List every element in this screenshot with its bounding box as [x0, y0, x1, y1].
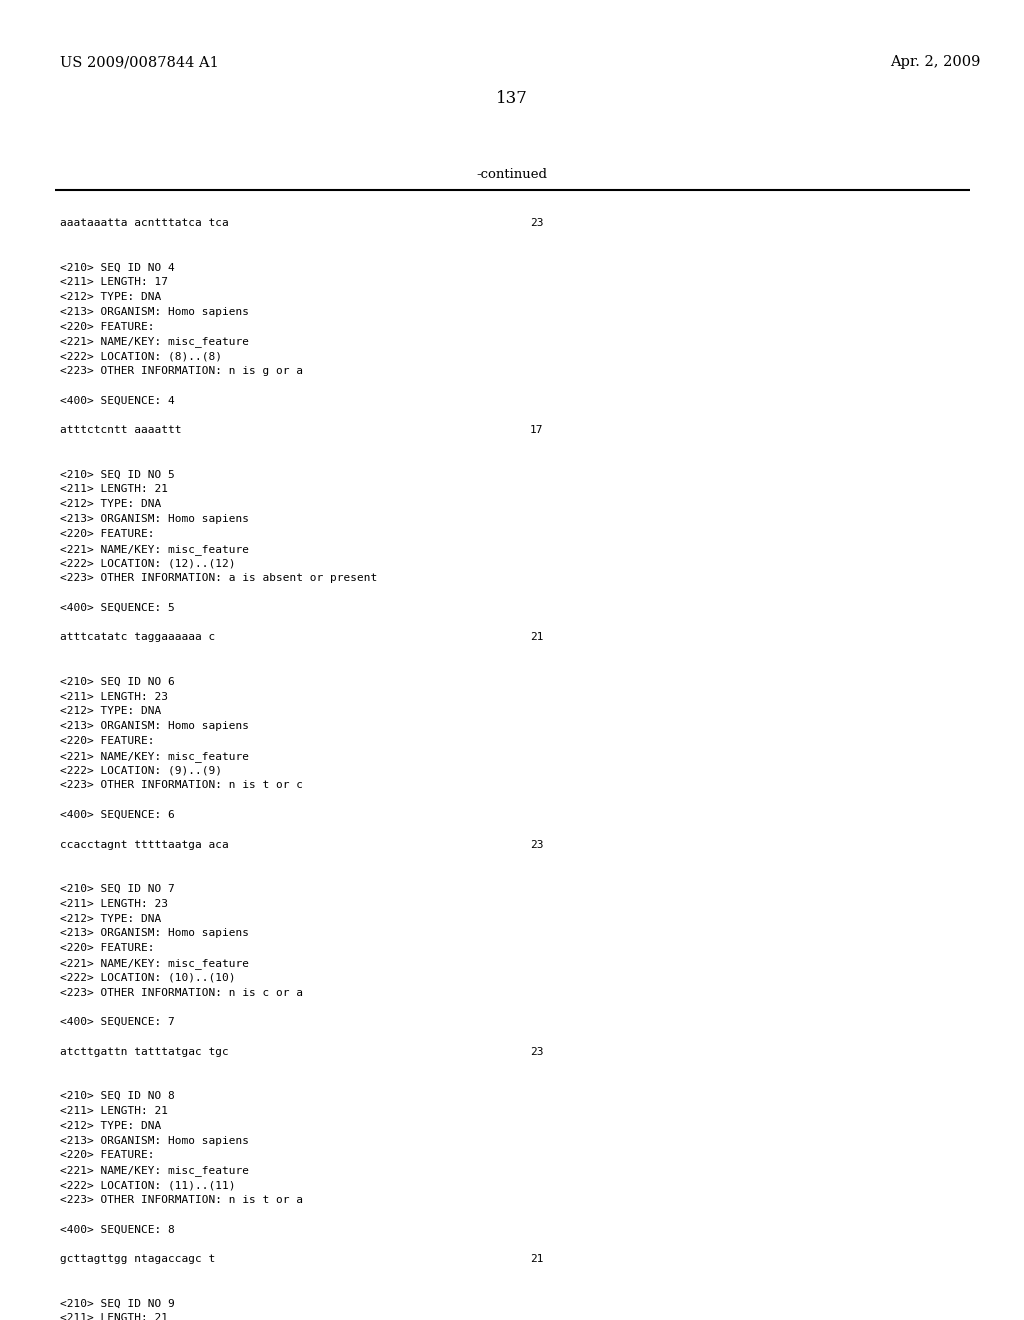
Text: <212> TYPE: DNA: <212> TYPE: DNA: [60, 499, 161, 510]
Text: <223> OTHER INFORMATION: n is t or c: <223> OTHER INFORMATION: n is t or c: [60, 780, 303, 791]
Text: <400> SEQUENCE: 8: <400> SEQUENCE: 8: [60, 1225, 175, 1234]
Text: <220> FEATURE:: <220> FEATURE:: [60, 1151, 155, 1160]
Text: <210> SEQ ID NO 8: <210> SEQ ID NO 8: [60, 1092, 175, 1101]
Text: <221> NAME/KEY: misc_feature: <221> NAME/KEY: misc_feature: [60, 751, 249, 762]
Text: <222> LOCATION: (8)..(8): <222> LOCATION: (8)..(8): [60, 351, 222, 362]
Text: <221> NAME/KEY: misc_feature: <221> NAME/KEY: misc_feature: [60, 958, 249, 969]
Text: <400> SEQUENCE: 5: <400> SEQUENCE: 5: [60, 603, 175, 612]
Text: <223> OTHER INFORMATION: n is g or a: <223> OTHER INFORMATION: n is g or a: [60, 366, 303, 376]
Text: atttctcntt aaaattt: atttctcntt aaaattt: [60, 425, 181, 436]
Text: 21: 21: [530, 632, 544, 643]
Text: <213> ORGANISM: Homo sapiens: <213> ORGANISM: Homo sapiens: [60, 928, 249, 939]
Text: <211> LENGTH: 23: <211> LENGTH: 23: [60, 899, 168, 908]
Text: <212> TYPE: DNA: <212> TYPE: DNA: [60, 706, 161, 717]
Text: <210> SEQ ID NO 6: <210> SEQ ID NO 6: [60, 677, 175, 686]
Text: <222> LOCATION: (10)..(10): <222> LOCATION: (10)..(10): [60, 973, 236, 983]
Text: <220> FEATURE:: <220> FEATURE:: [60, 322, 155, 331]
Text: <211> LENGTH: 17: <211> LENGTH: 17: [60, 277, 168, 288]
Text: <211> LENGTH: 21: <211> LENGTH: 21: [60, 1106, 168, 1115]
Text: aaataaatta acntttatca tca: aaataaatta acntttatca tca: [60, 218, 228, 228]
Text: <211> LENGTH: 23: <211> LENGTH: 23: [60, 692, 168, 702]
Text: <213> ORGANISM: Homo sapiens: <213> ORGANISM: Homo sapiens: [60, 1135, 249, 1146]
Text: <212> TYPE: DNA: <212> TYPE: DNA: [60, 292, 161, 302]
Text: Apr. 2, 2009: Apr. 2, 2009: [890, 55, 980, 69]
Text: <221> NAME/KEY: misc_feature: <221> NAME/KEY: misc_feature: [60, 1166, 249, 1176]
Text: <211> LENGTH: 21: <211> LENGTH: 21: [60, 1313, 168, 1320]
Text: 23: 23: [530, 218, 544, 228]
Text: atcttgattn tatttatgac tgc: atcttgattn tatttatgac tgc: [60, 1047, 228, 1057]
Text: <220> FEATURE:: <220> FEATURE:: [60, 944, 155, 953]
Text: gcttagttgg ntagaccagc t: gcttagttgg ntagaccagc t: [60, 1254, 215, 1265]
Text: 137: 137: [496, 90, 528, 107]
Text: ccacctagnt tttttaatga aca: ccacctagnt tttttaatga aca: [60, 840, 228, 850]
Text: <210> SEQ ID NO 9: <210> SEQ ID NO 9: [60, 1299, 175, 1308]
Text: <221> NAME/KEY: misc_feature: <221> NAME/KEY: misc_feature: [60, 337, 249, 347]
Text: <210> SEQ ID NO 7: <210> SEQ ID NO 7: [60, 884, 175, 894]
Text: <222> LOCATION: (12)..(12): <222> LOCATION: (12)..(12): [60, 558, 236, 569]
Text: <213> ORGANISM: Homo sapiens: <213> ORGANISM: Homo sapiens: [60, 306, 249, 317]
Text: US 2009/0087844 A1: US 2009/0087844 A1: [60, 55, 219, 69]
Text: <213> ORGANISM: Homo sapiens: <213> ORGANISM: Homo sapiens: [60, 513, 249, 524]
Text: <400> SEQUENCE: 6: <400> SEQUENCE: 6: [60, 810, 175, 820]
Text: <212> TYPE: DNA: <212> TYPE: DNA: [60, 1121, 161, 1131]
Text: 23: 23: [530, 1047, 544, 1057]
Text: <223> OTHER INFORMATION: a is absent or present: <223> OTHER INFORMATION: a is absent or …: [60, 573, 377, 583]
Text: 23: 23: [530, 840, 544, 850]
Text: <220> FEATURE:: <220> FEATURE:: [60, 737, 155, 746]
Text: <400> SEQUENCE: 4: <400> SEQUENCE: 4: [60, 396, 175, 405]
Text: <222> LOCATION: (11)..(11): <222> LOCATION: (11)..(11): [60, 1180, 236, 1191]
Text: atttcatatc taggaaaaaa c: atttcatatc taggaaaaaa c: [60, 632, 215, 643]
Text: 17: 17: [530, 425, 544, 436]
Text: <221> NAME/KEY: misc_feature: <221> NAME/KEY: misc_feature: [60, 544, 249, 554]
Text: <220> FEATURE:: <220> FEATURE:: [60, 529, 155, 539]
Text: <222> LOCATION: (9)..(9): <222> LOCATION: (9)..(9): [60, 766, 222, 776]
Text: 21: 21: [530, 1254, 544, 1265]
Text: <211> LENGTH: 21: <211> LENGTH: 21: [60, 484, 168, 495]
Text: <223> OTHER INFORMATION: n is t or a: <223> OTHER INFORMATION: n is t or a: [60, 1195, 303, 1205]
Text: <400> SEQUENCE: 7: <400> SEQUENCE: 7: [60, 1018, 175, 1027]
Text: <210> SEQ ID NO 5: <210> SEQ ID NO 5: [60, 470, 175, 479]
Text: <210> SEQ ID NO 4: <210> SEQ ID NO 4: [60, 263, 175, 272]
Text: <223> OTHER INFORMATION: n is c or a: <223> OTHER INFORMATION: n is c or a: [60, 987, 303, 998]
Text: <212> TYPE: DNA: <212> TYPE: DNA: [60, 913, 161, 924]
Text: <213> ORGANISM: Homo sapiens: <213> ORGANISM: Homo sapiens: [60, 721, 249, 731]
Text: -continued: -continued: [476, 168, 548, 181]
